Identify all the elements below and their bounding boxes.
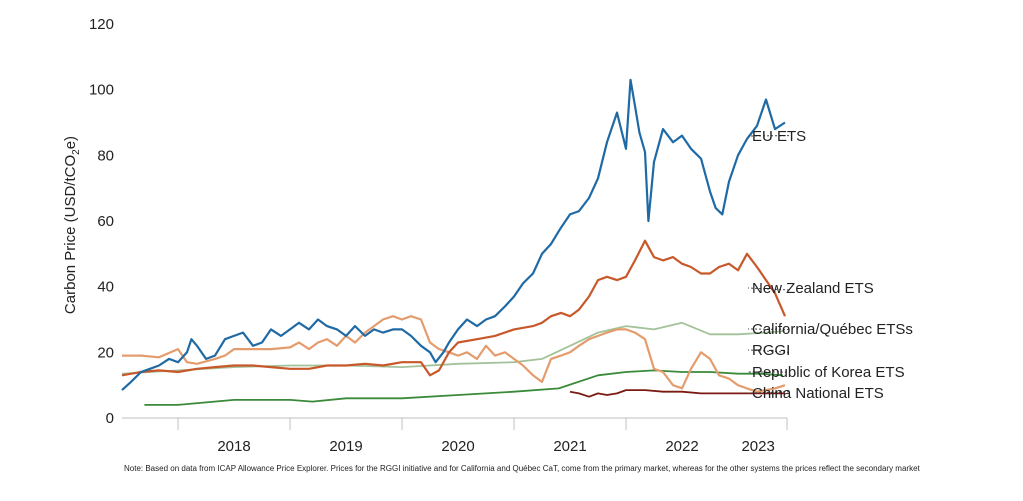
x-tick-label: 2021 (553, 438, 586, 455)
y-axis-label-main: Carbon Price (USD/tCO (62, 155, 79, 314)
label-leader (747, 287, 790, 291)
series-label: New Zealand ETS (752, 280, 874, 297)
x-tick-label: 2018 (217, 438, 250, 455)
series-label: Republic of Korea ETS (752, 364, 905, 381)
series-labels: EU ETS New Zealand ETS California/Québec E… (747, 128, 913, 402)
series-layer (121, 78, 787, 406)
y-axis-label-subscript: 2 (71, 149, 82, 155)
y-axis-label: Carbon Price (USD/tCO2e) (62, 136, 82, 314)
x-tick-label: 2020 (441, 438, 474, 455)
series-line (121, 78, 786, 391)
series-label: California/Québec ETSs (752, 321, 913, 338)
chart-axes: 2018 2019 2020 2021 2022 2023 0 20 40 60 80 100 120 (89, 16, 788, 455)
series-line (121, 239, 787, 377)
y-tick-label: 40 (97, 279, 114, 296)
y-tick-label: 0 (106, 410, 114, 427)
x-tick-label: 2019 (329, 438, 362, 455)
y-tick-label: 80 (97, 147, 114, 164)
x-tick-label: 2022 (665, 438, 698, 455)
x-tick-label: 2023 (741, 438, 774, 455)
label-leader (747, 349, 790, 353)
y-axis-label-end: e) (62, 136, 79, 149)
y-tick-label: 60 (97, 213, 114, 230)
y-tick-label: 20 (97, 344, 114, 361)
series-label: EU ETS (752, 128, 806, 145)
series-label: RGGI (752, 342, 790, 359)
y-tick-label: 120 (89, 16, 114, 33)
label-leader (747, 391, 790, 394)
series-line (122, 315, 786, 393)
series-line (144, 369, 783, 406)
series-label: China National ETS (752, 385, 884, 402)
series-line (121, 321, 786, 375)
series-line (569, 389, 785, 398)
y-tick-label: 100 (89, 82, 114, 99)
chart-note: Note: Based on data from ICAP Allowance … (124, 464, 920, 473)
